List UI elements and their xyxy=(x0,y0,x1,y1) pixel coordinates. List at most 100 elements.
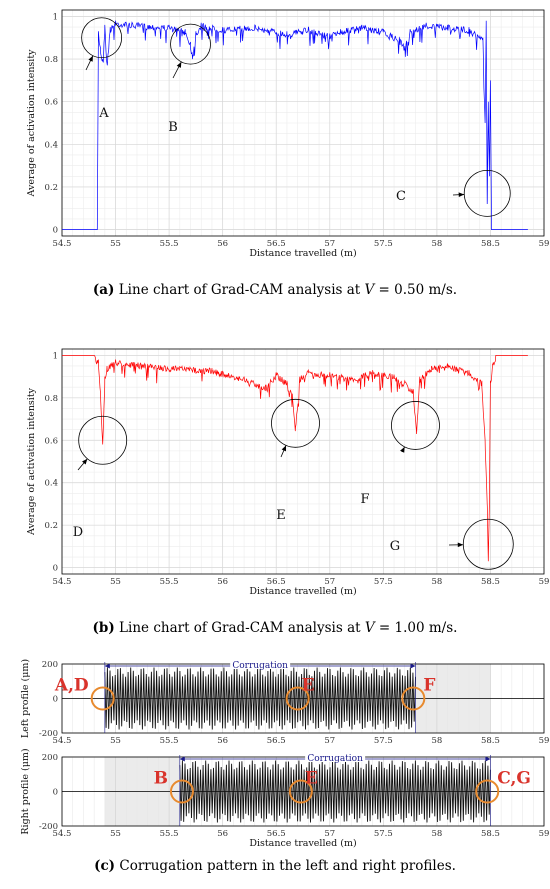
corrugation-label: Corrugation xyxy=(232,661,288,671)
caption-b-text: Line chart of Grad-CAM analysis at xyxy=(114,620,365,636)
x-tick-label: 59 xyxy=(539,239,550,249)
callout-label-E: E xyxy=(305,769,318,789)
y-axis-label: Right profile (μm) xyxy=(20,748,31,834)
axes-a: 54.5 55 55.5 56 56.5 57 57.5 58 58.5 59 0 0.2 0.4 0.6… xyxy=(26,9,550,259)
callout-label-A: A xyxy=(98,106,109,121)
callout-circle-A xyxy=(81,17,123,59)
x-tick-label: 56.5 xyxy=(267,736,286,746)
callout-circle-B xyxy=(169,779,194,804)
x-tick-label: 55 xyxy=(110,239,121,249)
x-tick-label: 55.5 xyxy=(160,577,179,587)
y-tick-label: 0.2 xyxy=(44,183,58,193)
corrugation-arrowhead-left xyxy=(104,663,110,669)
callout-circle-B xyxy=(170,23,211,65)
x-tick-label: 59 xyxy=(539,736,550,746)
callout-label-AD: A,D xyxy=(54,676,89,696)
y-tick-label: 200 xyxy=(42,660,58,670)
y-tick-label: 1 xyxy=(53,12,58,22)
series-line-a xyxy=(62,20,528,230)
x-tick-label: 58 xyxy=(431,736,442,746)
y-tick-label: 0 xyxy=(53,226,58,236)
y-tick-label: 0.8 xyxy=(44,394,58,404)
callout-label-B: B xyxy=(168,120,178,135)
callout-label-E: E xyxy=(276,508,286,523)
callout-circle-G xyxy=(462,518,514,570)
x-tick-label: 54.5 xyxy=(53,577,72,587)
plot-frame xyxy=(61,9,545,237)
callout-circle-C xyxy=(463,169,511,217)
y-axis-label: Average of activation intensity xyxy=(26,49,37,198)
callout-label-F: F xyxy=(423,676,435,696)
caption-a-tag: (a) xyxy=(92,282,115,298)
x-tick-label: 59 xyxy=(539,577,550,587)
caption-c: (c) Corrugation pattern in the left and … xyxy=(0,858,550,874)
callout-label-E: E xyxy=(302,676,315,696)
y-tick-label: 0 xyxy=(53,788,58,798)
y-tick-label: 0.4 xyxy=(44,479,58,489)
plot-frame xyxy=(61,756,545,827)
caption-c-tag: (c) xyxy=(94,858,116,874)
x-tick-label: 56 xyxy=(217,577,228,587)
x-tick-label: 54.5 xyxy=(53,239,72,249)
y-tick-label: 0.6 xyxy=(44,436,58,446)
callout-arrowhead-F xyxy=(400,446,405,453)
corrugation-label-bg xyxy=(230,659,291,669)
caption-b: (b) Line chart of Grad-CAM analysis at V… xyxy=(0,620,550,636)
caption-b-var: V xyxy=(364,620,375,636)
x-tick-label: 55 xyxy=(110,577,121,587)
callout-label-CG: C,G xyxy=(497,769,531,789)
x-tick-label: 57 xyxy=(324,829,335,839)
callout-arrowhead-G xyxy=(457,542,464,548)
x-tick-label: 56 xyxy=(217,736,228,746)
axes-c-right: 54.5 55 55.5 56 56.5 57 57.5 58 58.5 59 -200 0 200 Co… xyxy=(20,748,549,849)
y-tick-label: 0 xyxy=(53,695,58,705)
corrugation-arrowhead-left xyxy=(179,756,185,762)
x-tick-label: 57 xyxy=(324,736,335,746)
x-tick-label: 59 xyxy=(539,829,550,839)
callout-label-B: B xyxy=(154,769,168,789)
axes-b: 54.5 55 55.5 56 56.5 57 57.5 58 58.5 59 0 0.2 0.4 0.6… xyxy=(26,348,550,597)
y-tick-label: 0.2 xyxy=(44,521,58,531)
caption-b-tag: (b) xyxy=(92,620,115,636)
caption-a-var: V xyxy=(364,282,375,298)
callout-arrowhead-C xyxy=(458,192,465,198)
corrugation-arrowhead-right xyxy=(485,756,491,762)
x-tick-label: 58.5 xyxy=(481,736,500,746)
y-tick-label: 200 xyxy=(42,753,58,763)
callout-arrowhead-B xyxy=(176,61,182,68)
y-tick-label: -200 xyxy=(39,729,58,739)
x-tick-label: 55 xyxy=(110,829,121,839)
x-tick-label: 56.5 xyxy=(267,829,286,839)
x-tick-label: 58 xyxy=(431,239,442,249)
caption-b-value: = 1.00 m/s. xyxy=(374,620,458,636)
caption-c-text: Corrugation pattern in the left and righ… xyxy=(115,858,456,874)
x-tick-label: 56 xyxy=(217,829,228,839)
x-tick-label: 58.5 xyxy=(481,829,500,839)
x-tick-label: 55.5 xyxy=(160,736,179,746)
x-tick-label: 57 xyxy=(324,577,335,587)
x-tick-label: 55 xyxy=(110,736,121,746)
callout-circle-CG xyxy=(475,779,500,804)
callout-circle-D xyxy=(78,415,128,465)
x-tick-label: 57.5 xyxy=(374,829,393,839)
y-tick-label: 0.6 xyxy=(44,98,58,108)
x-tick-label: 57.5 xyxy=(374,239,393,249)
y-axis-label: Average of activation intensity xyxy=(26,387,37,536)
callout-circle-F xyxy=(401,686,426,711)
callout-circle-AD xyxy=(90,686,115,711)
callout-label-C: C xyxy=(396,189,406,204)
y-axis-label: Left profile (μm) xyxy=(20,659,31,738)
callout-circle-E xyxy=(285,686,310,711)
callout-circle-F xyxy=(391,401,440,450)
x-tick-label: 57.5 xyxy=(374,577,393,587)
y-tick-label: 0.8 xyxy=(44,55,58,65)
x-tick-label: 57 xyxy=(324,239,335,249)
callout-label-G: G xyxy=(390,539,400,554)
y-tick-label: -200 xyxy=(39,822,58,832)
series-line-b xyxy=(62,355,528,562)
callout-arrowhead-D xyxy=(82,458,88,465)
caption-a-value: = 0.50 m/s. xyxy=(374,282,458,298)
corrugation-label-bg xyxy=(305,752,366,762)
y-tick-label: 0 xyxy=(53,564,58,574)
plot-frame xyxy=(61,348,545,575)
